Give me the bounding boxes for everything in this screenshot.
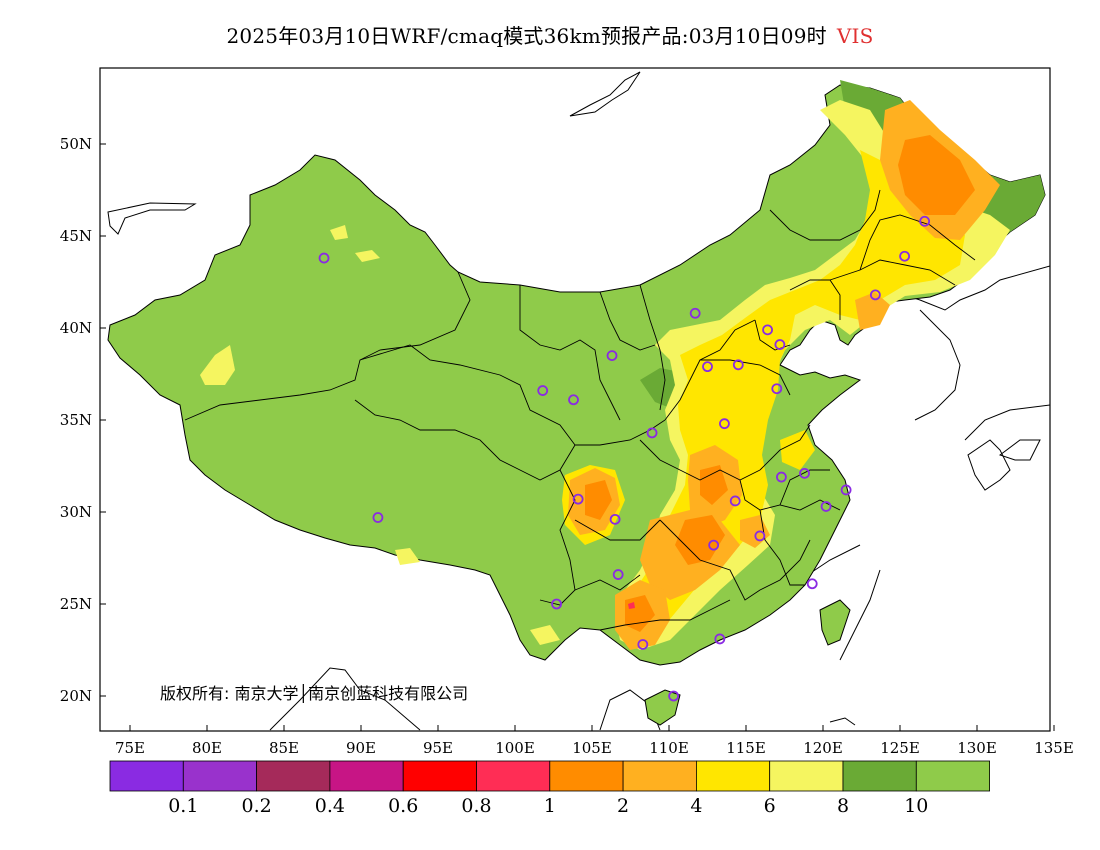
lon-tick-label: 95E xyxy=(423,739,453,757)
legend-label: 1 xyxy=(544,795,556,817)
legend-label: 6 xyxy=(764,795,776,817)
map-frame xyxy=(99,67,1051,732)
legend-swatch xyxy=(696,760,771,792)
station-marker xyxy=(899,250,911,262)
lat-tick-label: 45N xyxy=(60,227,92,245)
legend-label: 10 xyxy=(904,795,928,817)
station-marker xyxy=(702,361,713,373)
lat-tick-label: 40N xyxy=(60,319,92,337)
lon-tick-label: 110E xyxy=(649,739,689,757)
legend-swatch xyxy=(182,760,258,792)
station-marker xyxy=(551,598,562,610)
copyright-text: 版权所有: 南京大学│南京创蓝科技有限公司 xyxy=(160,684,469,703)
legend-label: 8 xyxy=(837,795,849,817)
station-marker xyxy=(719,418,730,430)
station-marker xyxy=(840,484,852,496)
legend-swatch xyxy=(769,760,844,792)
province-boundaries xyxy=(184,189,976,631)
legend-swatch xyxy=(476,760,551,792)
lon-tick-label: 135E xyxy=(1034,739,1074,757)
legend-label: 2 xyxy=(617,795,629,817)
station-marker xyxy=(568,394,579,406)
station-marker xyxy=(820,501,832,512)
legend-label: 0.1 xyxy=(168,795,198,817)
station-marker xyxy=(762,324,773,336)
legend-swatch xyxy=(842,760,917,792)
station-marker xyxy=(754,530,766,542)
longitude-axis: 75E 80E 85E 90E 95E 100E 105E 110E 115E 120E 125E 1… xyxy=(115,725,1074,757)
station-marker xyxy=(318,252,330,264)
lat-tick-label: 20N xyxy=(60,687,92,705)
legend-swatch xyxy=(109,760,184,792)
coastlines xyxy=(107,71,1050,731)
lon-tick-label: 80E xyxy=(192,739,222,757)
legend-swatch xyxy=(549,760,624,792)
station-marker xyxy=(708,539,720,551)
lon-tick-label: 75E xyxy=(115,739,145,757)
station-marker xyxy=(637,639,649,650)
legend-label: 0.4 xyxy=(315,795,345,817)
map-title: 2025年03月10日WRF/cmaq模式36km预报产品:03月10日09时 V… xyxy=(0,20,1100,49)
station-marker xyxy=(919,215,931,227)
lat-tick-label: 30N xyxy=(60,503,92,521)
station-marker xyxy=(729,495,741,507)
color-legend: 0.1 0.2 0.4 0.6 0.8 1 2 4 6 8 10 xyxy=(109,760,990,817)
variable-label: VIS xyxy=(836,24,874,48)
lon-tick-label: 100E xyxy=(495,739,535,757)
station-marker xyxy=(806,578,818,590)
station-marker xyxy=(771,383,783,395)
station-marker xyxy=(776,471,787,483)
lon-tick-label: 85E xyxy=(269,739,299,757)
station-marker xyxy=(537,385,549,396)
station-marker xyxy=(606,350,618,362)
lon-tick-label: 120E xyxy=(803,739,843,757)
legend-label: 4 xyxy=(690,795,702,817)
station-marker xyxy=(799,467,810,479)
legend-swatch xyxy=(329,760,404,792)
legend-swatch xyxy=(622,760,697,792)
station-marker xyxy=(372,512,384,523)
station-marker xyxy=(689,307,701,319)
station-marker xyxy=(609,513,621,525)
station-marker xyxy=(572,493,584,505)
lon-tick-label: 105E xyxy=(572,739,612,757)
legend-label: 0.6 xyxy=(388,795,418,817)
lon-tick-label: 130E xyxy=(957,739,997,757)
latitude-axis: 50N 45N 40N 35N 30N 25N 20N xyxy=(60,135,106,705)
legend-swatch xyxy=(256,760,331,792)
lon-tick-label: 115E xyxy=(726,739,766,757)
lat-tick-label: 50N xyxy=(60,135,92,153)
lon-tick-label: 125E xyxy=(880,739,920,757)
legend-swatch xyxy=(402,760,477,792)
visibility-shading xyxy=(200,80,1045,650)
station-marker xyxy=(869,289,881,301)
title-text: 2025年03月10日WRF/cmaq模式36km预报产品:03月10日09时 xyxy=(226,24,827,48)
station-marker xyxy=(612,569,624,580)
station-marker xyxy=(732,359,744,371)
station-marker xyxy=(774,339,786,350)
station-marker xyxy=(646,427,658,439)
lat-tick-label: 25N xyxy=(60,595,92,613)
station-marker xyxy=(714,633,726,645)
legend-label: 0.8 xyxy=(461,795,491,817)
lon-tick-label: 90E xyxy=(346,739,376,757)
station-markers xyxy=(318,215,931,702)
legend-swatch xyxy=(915,760,990,792)
lat-tick-label: 35N xyxy=(60,411,92,429)
legend-label: 0.2 xyxy=(241,795,271,817)
map-content xyxy=(107,71,1050,731)
station-marker xyxy=(668,690,680,702)
